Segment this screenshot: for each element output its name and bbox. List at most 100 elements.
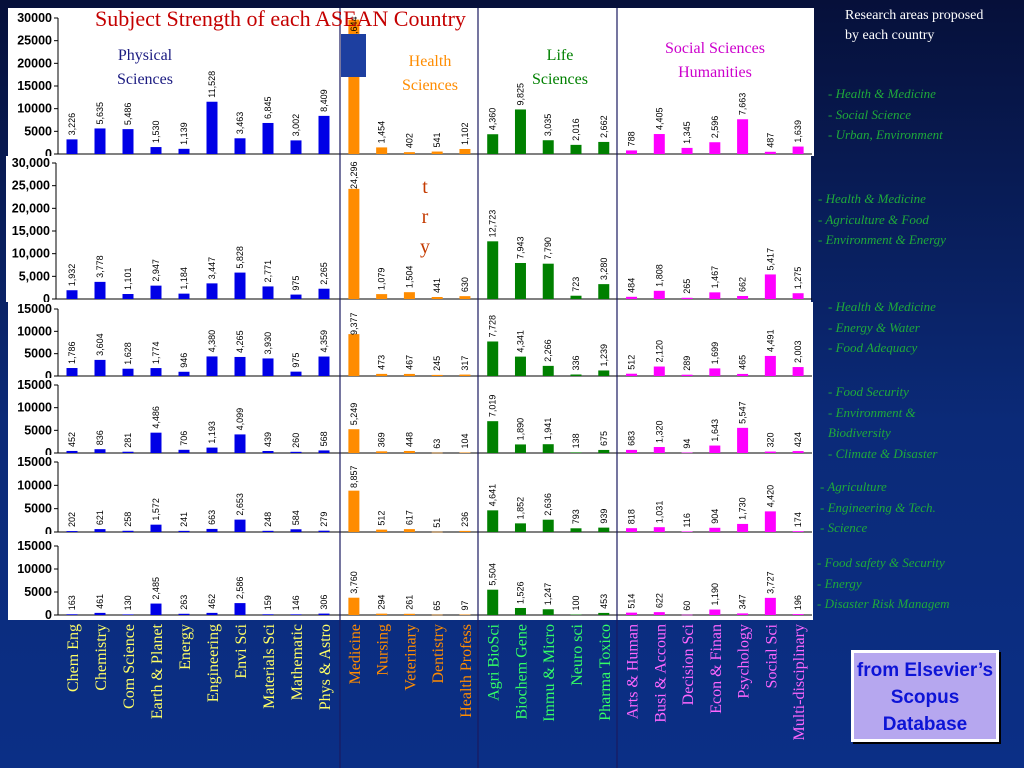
data-label: 683	[627, 431, 637, 446]
data-label: 258	[123, 512, 133, 527]
data-label: 1,786	[67, 341, 77, 364]
bar-2	[94, 529, 106, 532]
x-category-label: Agri BioSci	[486, 623, 503, 700]
data-label: 6,845	[263, 96, 273, 119]
data-label: 402	[404, 133, 414, 148]
bar-14	[431, 151, 443, 154]
bar-5	[178, 613, 190, 615]
data-label: 5,547	[738, 401, 748, 424]
bar-23	[681, 374, 693, 376]
panel-background	[6, 156, 811, 302]
bar-17	[514, 444, 526, 453]
research-area-group: - Agriculture - Engineering & Tech. - Scie…	[820, 477, 936, 539]
data-label: 5,486	[123, 103, 133, 126]
bar-23	[681, 531, 693, 532]
data-label: 7,019	[488, 395, 498, 418]
data-label: 452	[67, 432, 77, 447]
data-label: 836	[95, 430, 105, 445]
overlay-letter: r	[421, 206, 429, 228]
research-area-item: - Engineering & Tech.	[820, 499, 936, 515]
bar-1	[66, 614, 78, 615]
bar-13	[403, 373, 415, 376]
bar-3	[122, 368, 134, 376]
data-label: 3,727	[765, 571, 775, 594]
bar-19	[570, 528, 582, 532]
data-label: 467	[404, 355, 414, 370]
y-tick-label: 15000	[17, 302, 52, 316]
bar-10	[318, 530, 330, 532]
bar-27	[792, 367, 804, 376]
bar-3	[122, 294, 134, 299]
data-label: 1,101	[123, 267, 133, 290]
bar-11	[348, 597, 360, 615]
bar-18	[542, 519, 554, 532]
data-label: 97	[460, 601, 470, 611]
bar-16	[487, 421, 499, 453]
bar-6	[206, 101, 218, 154]
research-area-item: Biodiversity	[828, 425, 891, 440]
research-area-item: - Food Adequacy	[828, 340, 918, 355]
bar-4	[150, 147, 162, 154]
y-tick-label: 0	[45, 369, 52, 383]
chart-title: Subject Strength of each ASEAN Country	[95, 6, 466, 31]
data-label: 1,730	[738, 497, 748, 520]
research-area-group: - Health & Medicine - Agriculture & Food -…	[818, 189, 946, 251]
x-category-label: Phys & Astro	[317, 624, 334, 710]
data-label: 3,604	[95, 333, 105, 356]
bar-2	[94, 281, 106, 299]
data-label: 939	[599, 509, 609, 524]
data-label: 512	[377, 511, 387, 526]
data-label: 1,239	[599, 344, 609, 367]
bar-15	[459, 614, 471, 616]
data-label: 4,491	[765, 329, 775, 352]
bar-16	[487, 510, 499, 532]
data-label: 294	[377, 595, 387, 610]
data-label: 2,662	[599, 115, 609, 138]
bar-17	[514, 262, 526, 299]
data-label: 245	[432, 356, 442, 371]
bar-18	[542, 609, 554, 615]
data-label: 975	[291, 276, 301, 291]
data-label: 2,636	[543, 493, 553, 516]
bar-22	[653, 366, 665, 376]
data-label: 4,359	[319, 330, 329, 353]
y-tick-label: 30000	[17, 11, 52, 25]
bar-6	[206, 356, 218, 376]
bar-26	[764, 151, 776, 154]
data-label: 1,572	[151, 498, 161, 521]
x-category-label: Psychology	[736, 624, 753, 699]
bar-9	[290, 371, 302, 376]
x-category-label: Energy	[177, 624, 194, 670]
bar-16	[487, 341, 499, 376]
data-label: 138	[571, 433, 581, 448]
bar-17	[514, 607, 526, 615]
data-label: 465	[738, 355, 748, 370]
data-label: 4,265	[235, 330, 245, 353]
bar-5	[178, 293, 190, 299]
y-tick-label: 0	[45, 147, 52, 161]
data-label: 441	[432, 278, 442, 293]
bar-14	[431, 297, 443, 299]
data-label: 1,193	[207, 421, 217, 444]
data-label: 279	[319, 512, 329, 527]
data-label: 439	[263, 432, 273, 447]
bar-19	[570, 295, 582, 299]
data-label: 662	[738, 277, 748, 292]
y-tick-label: 15000	[17, 539, 52, 553]
data-label: 675	[599, 431, 609, 446]
x-category-label: Multi-disciplinary	[791, 624, 808, 740]
bar-10	[318, 115, 330, 154]
bar-25	[737, 427, 749, 453]
bar-1	[66, 531, 78, 532]
data-label: 1,643	[710, 419, 720, 442]
bar-17	[514, 356, 526, 376]
data-label: 4,405	[654, 107, 664, 130]
bar-21	[626, 373, 638, 376]
data-label: 347	[738, 594, 748, 609]
data-label: 196	[793, 595, 803, 610]
bar-20	[598, 449, 610, 453]
bar-20	[598, 527, 610, 532]
panel-2: 0 5,000 10,000 15,000 20,000 25,000 30,000 1,93…	[6, 156, 812, 306]
